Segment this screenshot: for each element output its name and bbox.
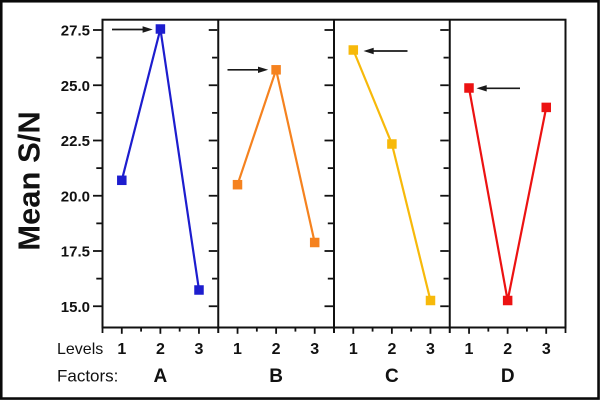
- svg-text:25.0: 25.0: [61, 78, 90, 95]
- svg-text:D: D: [501, 366, 515, 387]
- svg-text:B: B: [269, 366, 283, 387]
- svg-text:1: 1: [465, 341, 474, 358]
- svg-text:1: 1: [117, 341, 126, 358]
- svg-text:3: 3: [542, 341, 551, 358]
- svg-text:22.5: 22.5: [61, 133, 90, 150]
- svg-text:17.5: 17.5: [61, 244, 90, 261]
- svg-text:2: 2: [272, 341, 281, 358]
- svg-text:2: 2: [503, 341, 512, 358]
- svg-text:3: 3: [310, 341, 319, 358]
- svg-text:27.5: 27.5: [61, 23, 90, 40]
- svg-text:Factors:: Factors:: [57, 367, 118, 386]
- svg-text:A: A: [154, 366, 168, 387]
- svg-text:1: 1: [349, 341, 358, 358]
- svg-text:3: 3: [195, 341, 204, 358]
- svg-text:15.0: 15.0: [61, 299, 90, 316]
- svg-text:2: 2: [387, 341, 396, 358]
- svg-text:2: 2: [156, 341, 165, 358]
- svg-text:C: C: [385, 366, 399, 387]
- svg-text:1: 1: [233, 341, 242, 358]
- svg-text:Levels: Levels: [57, 341, 103, 358]
- svg-text:20.0: 20.0: [61, 188, 90, 205]
- svg-text:Mean S/N: Mean S/N: [12, 111, 47, 251]
- svg-text:3: 3: [426, 341, 435, 358]
